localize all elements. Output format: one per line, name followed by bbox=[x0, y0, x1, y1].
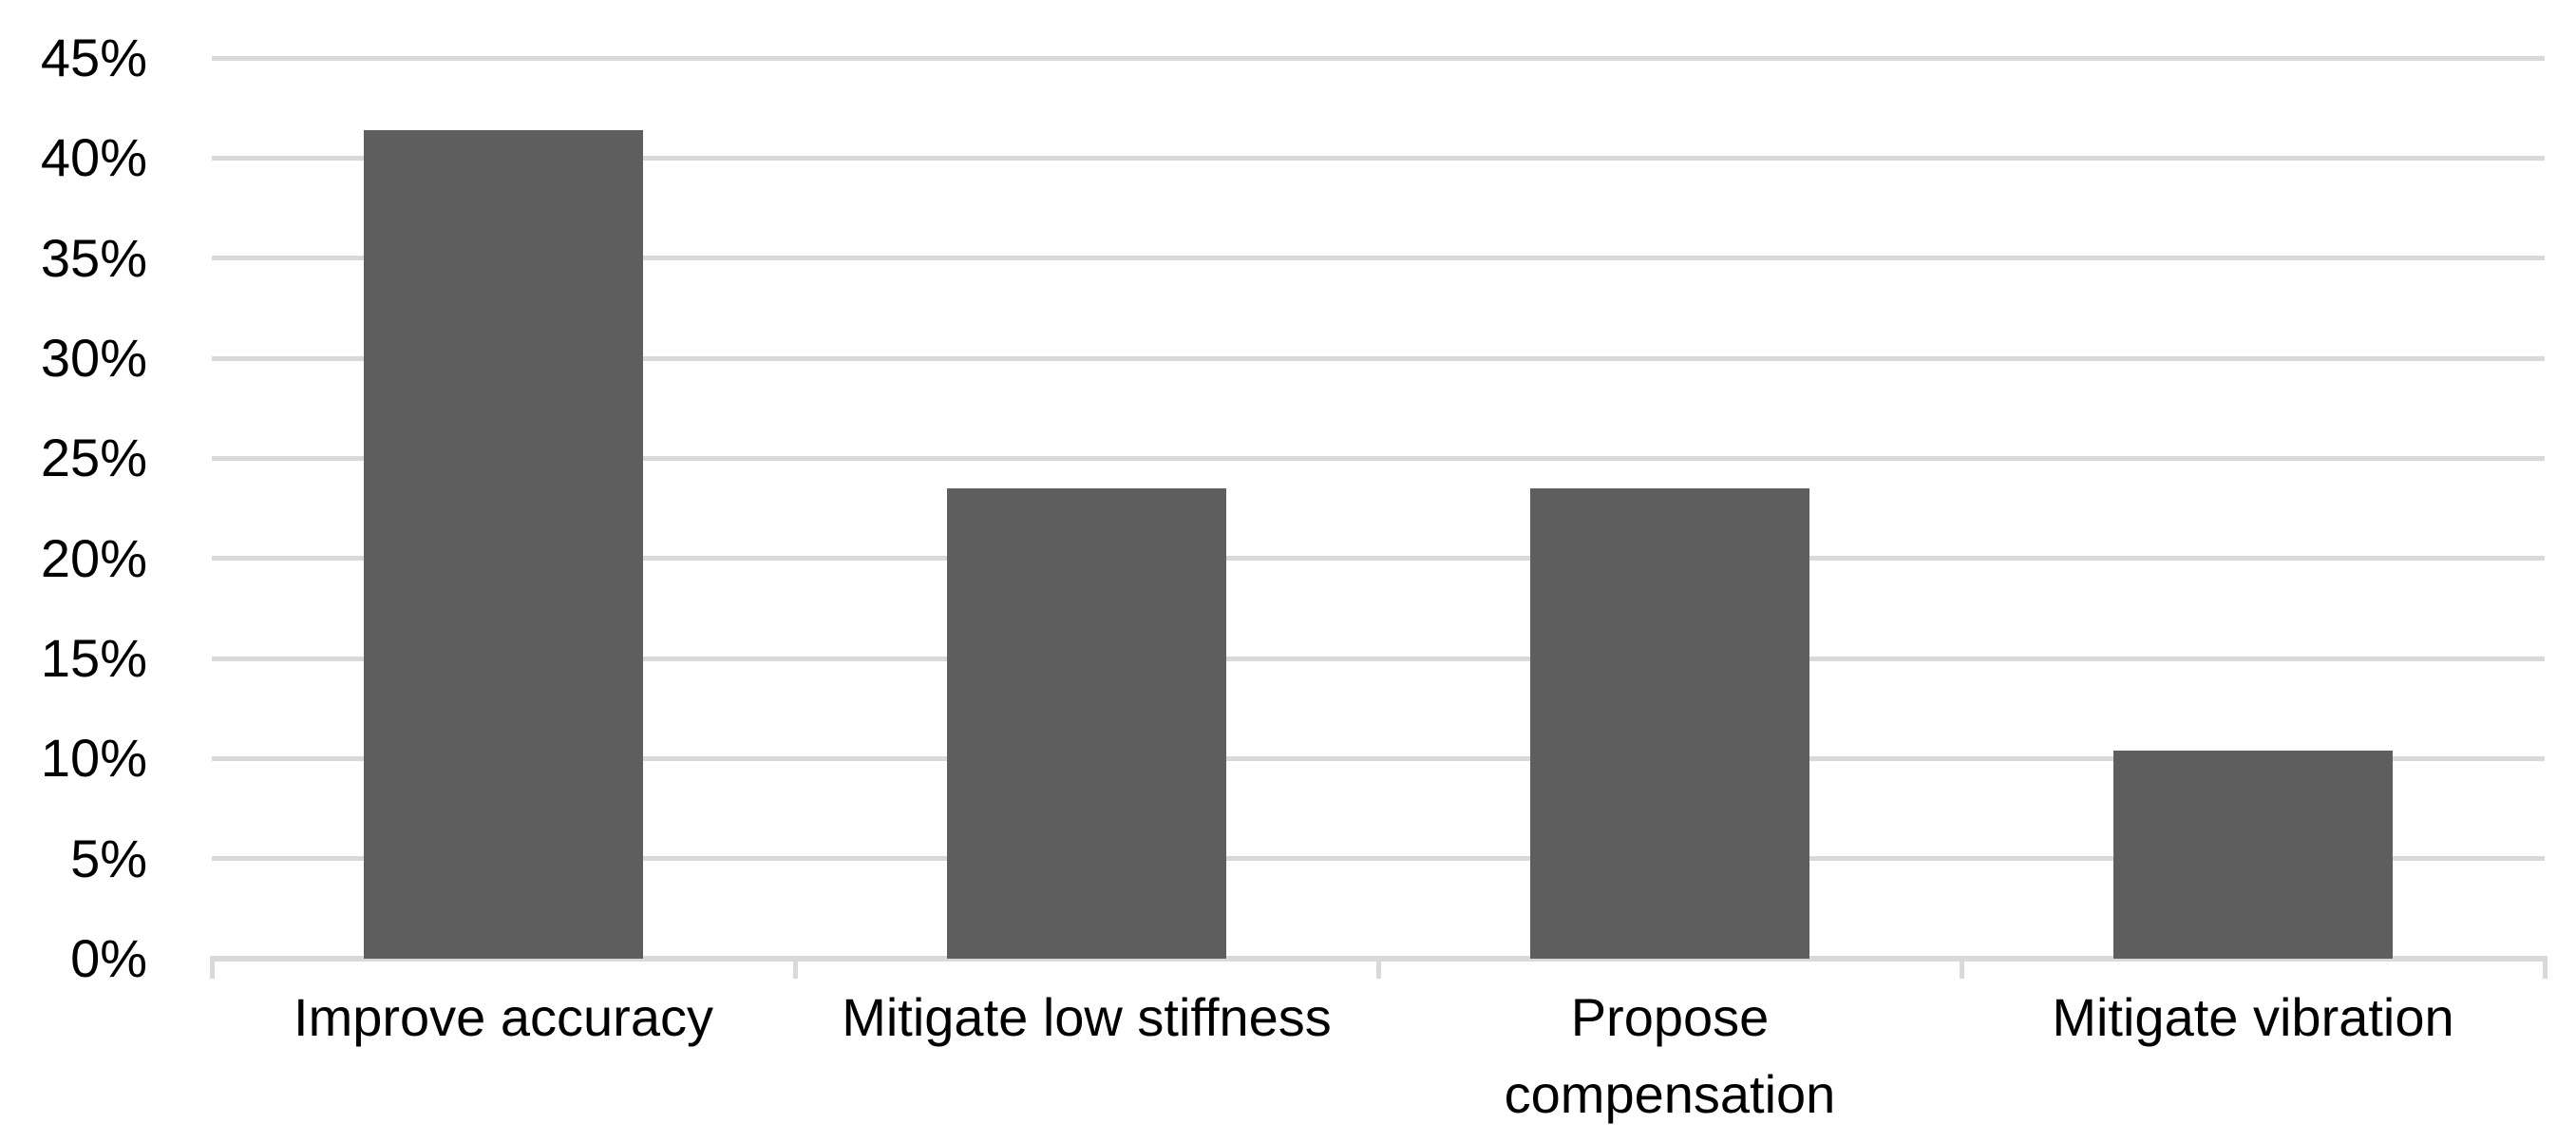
y-axis-tick-label: 25% bbox=[40, 428, 147, 488]
x-axis-category-label: Mitigate vibration bbox=[2052, 987, 2454, 1047]
y-axis-tick-label: 45% bbox=[40, 28, 147, 87]
gridline-40pct bbox=[212, 155, 2545, 161]
x-axis-tick bbox=[209, 956, 215, 979]
x-axis-tick bbox=[1959, 956, 1964, 979]
y-axis-tick-label: 15% bbox=[40, 628, 147, 688]
gridline-35pct bbox=[212, 256, 2545, 261]
y-axis-tick-label: 0% bbox=[70, 928, 147, 988]
y-axis-tick-label: 20% bbox=[40, 527, 147, 588]
y-axis-tick-label: 5% bbox=[70, 828, 147, 888]
gridline-25pct bbox=[212, 455, 2545, 461]
gridline-5pct bbox=[212, 856, 2545, 862]
x-axis-category-label: Mitigate low stiffness bbox=[842, 987, 1332, 1047]
gridline-45pct bbox=[212, 55, 2545, 61]
y-axis-tick-label: 40% bbox=[40, 127, 147, 188]
y-axis-tick-label: 30% bbox=[40, 328, 147, 388]
y-axis-tick-label: 35% bbox=[40, 227, 147, 288]
gridline-10pct bbox=[212, 755, 2545, 761]
gridline-30pct bbox=[212, 355, 2545, 361]
bar-propose-compensation bbox=[1530, 487, 1809, 959]
gridline-15pct bbox=[212, 656, 2545, 661]
x-axis-tick bbox=[1375, 956, 1381, 979]
x-axis-tick bbox=[2542, 956, 2548, 979]
bar-mitigate-vibration bbox=[2113, 750, 2393, 959]
y-axis-tick-label: 10% bbox=[40, 728, 147, 789]
x-axis-category-label: Improve accuracy bbox=[294, 987, 713, 1047]
x-axis-category-label: Propose compensation bbox=[1504, 987, 1836, 1124]
bar-mitigate-low-stiffness bbox=[947, 487, 1226, 959]
bar-improve-accuracy bbox=[364, 129, 643, 959]
gridline-20pct bbox=[212, 556, 2545, 562]
x-axis-tick bbox=[792, 956, 798, 979]
